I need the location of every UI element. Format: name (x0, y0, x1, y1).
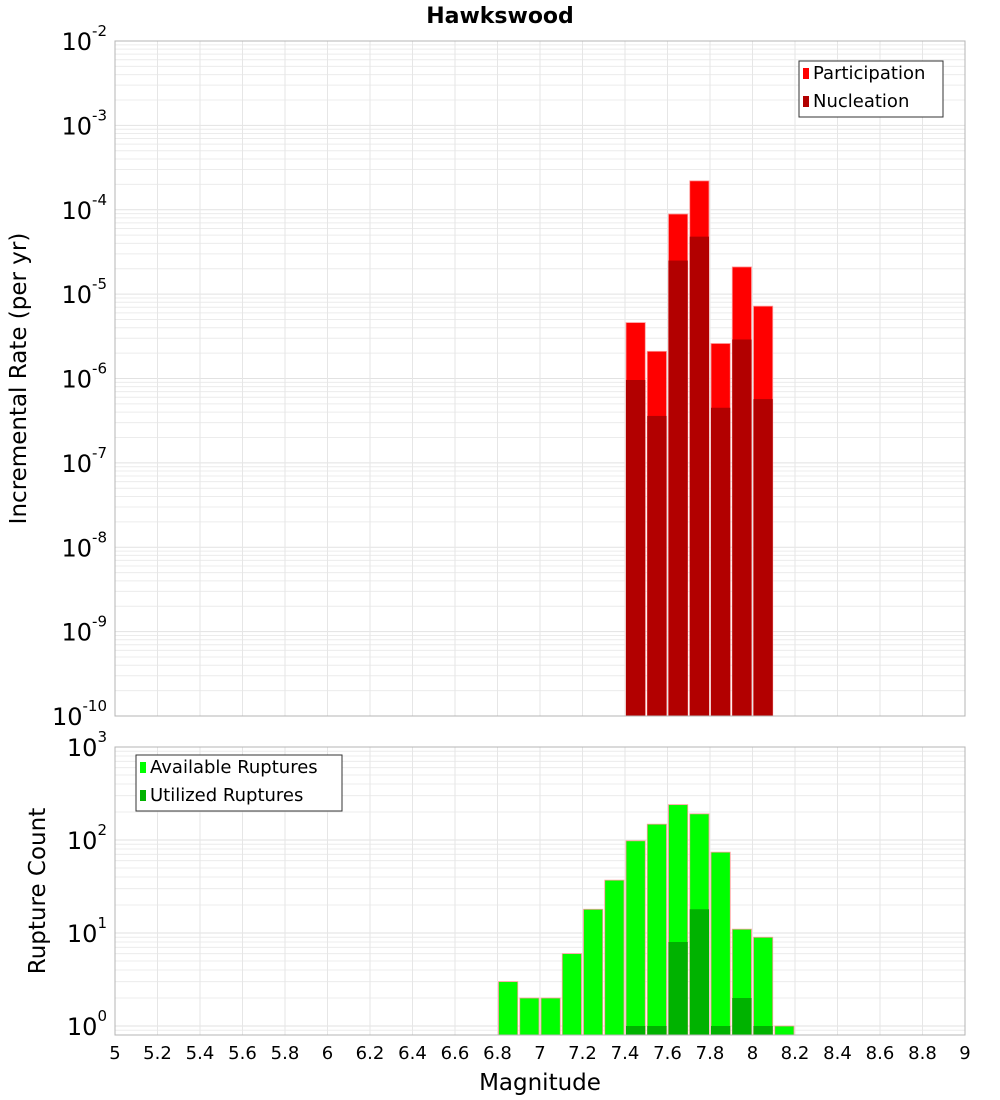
y-tick-label: 10-7 (61, 444, 107, 478)
legend-box (135, 754, 343, 812)
y-tick-label: 101 (67, 914, 107, 948)
y-axis-label: Rupture Count (25, 808, 51, 974)
x-tick-label: 6 (322, 1043, 333, 1064)
bar-nucleation (711, 407, 731, 716)
x-tick-label: 6.2 (356, 1043, 385, 1064)
bar-nucleation (668, 260, 688, 716)
count-plot: 100 101 102 103 Rupture Count Available Ruptu… (25, 728, 971, 1096)
y-tick-label: 100 (67, 1007, 107, 1041)
bar-utilized-ruptures (626, 1026, 646, 1035)
x-tick-label: 5.2 (143, 1043, 172, 1064)
x-tick-label: 5.8 (271, 1043, 300, 1064)
bar-utilized-ruptures (647, 1026, 667, 1035)
x-tick-label: 7.8 (696, 1043, 725, 1064)
legend: Available Ruptures Utilized Ruptures (135, 754, 343, 812)
y-tick-label: 10-3 (61, 106, 107, 140)
legend-swatch (803, 96, 809, 107)
bar-available-ruptures (774, 1025, 795, 1036)
bar-available-ruptures (646, 823, 667, 1036)
x-tick-label: 5.4 (186, 1043, 215, 1064)
y-tick-label: 10-6 (61, 360, 107, 394)
bar-utilized-ruptures (732, 998, 752, 1035)
bar-utilized-ruptures (753, 1026, 773, 1035)
bar-utilized-ruptures (668, 942, 688, 1035)
y-tick-label: 10-9 (61, 613, 107, 647)
x-tick-label: 7.6 (653, 1043, 682, 1064)
x-tick-label: 7.4 (611, 1043, 640, 1064)
y-tick-label: 10-8 (61, 528, 107, 562)
bar-available-ruptures (625, 840, 646, 1036)
x-tick-label: 8.2 (781, 1043, 810, 1064)
bar-available-ruptures (498, 981, 519, 1036)
y-tick-label: 103 (67, 728, 107, 762)
legend-label: Available Ruptures (150, 757, 318, 778)
bar-available-ruptures (604, 879, 625, 1036)
bar-available-ruptures (561, 953, 582, 1036)
plot-border (114, 40, 966, 717)
bar-nucleation (626, 379, 646, 716)
y-tick-label: 10-5 (61, 275, 107, 309)
x-tick-label: 8.6 (866, 1043, 895, 1064)
y-axis-label: Incremental Rate (per yr) (6, 233, 32, 525)
y-tick-label: 10-10 (52, 697, 107, 731)
x-tick-label: 8 (747, 1043, 758, 1064)
x-axis-label: Magnitude (479, 1070, 601, 1096)
x-tick-label: 5.6 (228, 1043, 257, 1064)
bar-available-ruptures (583, 908, 604, 1036)
x-tick-label: 8.8 (908, 1043, 937, 1064)
legend-label: Nucleation (813, 91, 909, 112)
legend-swatch (140, 790, 146, 801)
legend-label: Participation (813, 63, 925, 84)
bar-available-ruptures (519, 997, 540, 1036)
x-tick-label: 6.8 (483, 1043, 512, 1064)
y-tick-label: 10-2 (61, 22, 107, 56)
legend-label: Utilized Ruptures (150, 785, 303, 806)
bar-nucleation (753, 399, 773, 716)
bar-available-ruptures (540, 997, 561, 1036)
plot-border (114, 746, 966, 1036)
rate-plot: 10-10 10-9 10-8 10-7 10-6 10-5 10-4 10-3 10-2 Inc… (6, 4, 966, 731)
bar-nucleation (647, 415, 667, 716)
y-tick-label: 102 (67, 821, 107, 855)
x-tick-label: 6.4 (398, 1043, 427, 1064)
x-tick-label: 7.2 (568, 1043, 597, 1064)
x-tick-label: 8.4 (823, 1043, 852, 1064)
bar-utilized-ruptures (711, 1026, 731, 1035)
x-tick-label: 6.6 (441, 1043, 470, 1064)
y-tick-label: 10-4 (61, 191, 107, 225)
legend-swatch (803, 68, 809, 79)
bar-available-ruptures (753, 936, 774, 1036)
legend-swatch (140, 762, 146, 773)
bar-nucleation (689, 236, 709, 716)
x-tick-label: 5 (109, 1043, 120, 1064)
bar-nucleation (732, 339, 752, 716)
legend-box (798, 60, 944, 118)
bar-utilized-ruptures (689, 909, 709, 1035)
chart-title: Hawkswood (426, 4, 574, 29)
legend: Participation Nucleation (798, 60, 944, 118)
bar-available-ruptures (710, 851, 731, 1036)
x-tick-label: 7 (534, 1043, 545, 1064)
x-tick-label: 9 (959, 1043, 970, 1064)
